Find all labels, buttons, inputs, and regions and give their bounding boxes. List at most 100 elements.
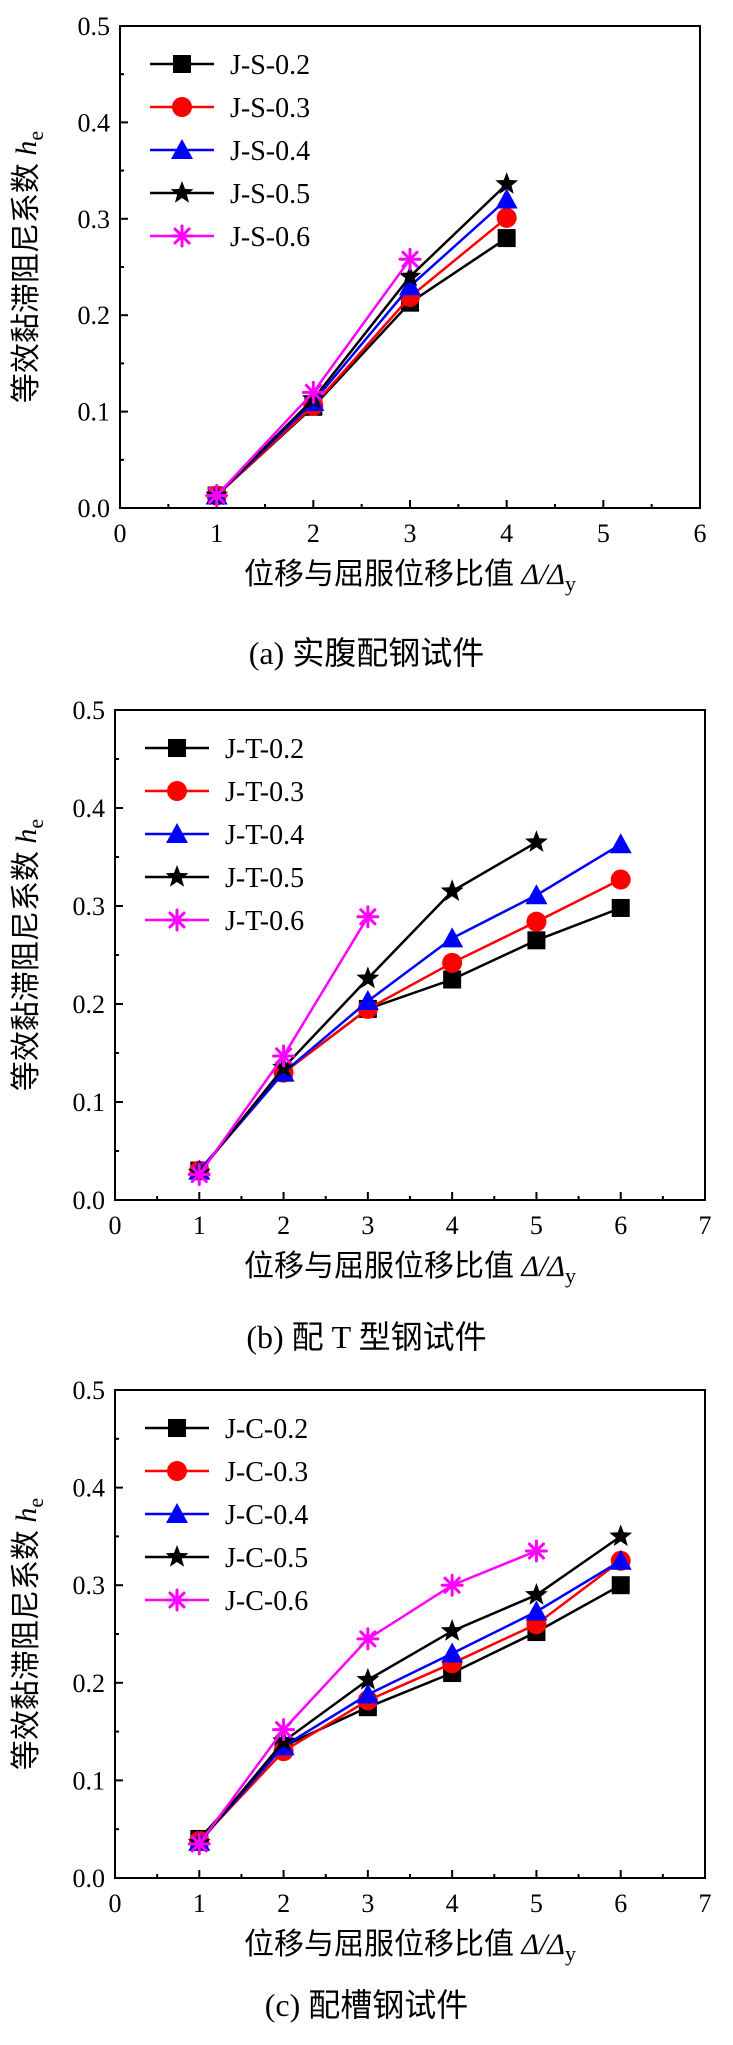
data-point [272, 1718, 296, 1742]
series-line [198, 906, 622, 1172]
legend-marker [165, 1545, 189, 1567]
legend-marker [168, 1419, 186, 1437]
data-point [525, 1600, 548, 1621]
y-tick-label: 0.5 [73, 696, 106, 725]
series-J-C-0.6 [187, 1539, 548, 1856]
legend-marker [170, 181, 194, 203]
x-tick-label: 7 [699, 1889, 712, 1918]
legend-label: J-C-0.3 [225, 1457, 308, 1488]
x-tick-label: 0 [109, 1211, 122, 1240]
y-tick-label: 0.3 [73, 1571, 106, 1600]
y-axis-label: 等效黏滞阻尼系数 he [10, 131, 48, 403]
legend-entry: J-T-0.2 [145, 734, 304, 765]
legend-entry: J-T-0.5 [145, 863, 304, 894]
series-line [215, 258, 412, 497]
legend-entry: J-S-0.6 [150, 222, 310, 253]
data-point [205, 483, 229, 507]
series-line [215, 216, 508, 497]
legend-label: J-S-0.6 [230, 222, 310, 253]
data-point [356, 990, 379, 1011]
legend-entry: J-S-0.5 [150, 179, 310, 210]
x-tick-label: 5 [530, 1889, 543, 1918]
legend-marker [172, 97, 192, 117]
data-point [441, 1642, 464, 1663]
legend-marker [168, 739, 186, 757]
y-tick-label: 0.3 [73, 892, 106, 921]
legend-label: J-C-0.5 [225, 1543, 308, 1574]
legend-label: J-C-0.4 [225, 1500, 308, 1531]
legend-entry: J-S-0.3 [150, 93, 310, 124]
x-tick-label: 1 [210, 519, 223, 548]
chart-c: 0 1 2 3 4 5 6 7 0.0 0.1 0.2 0.3 0.4 0.5 位移与屈服位移比值 Δ/Δy… [10, 1376, 712, 1966]
data-point [525, 1583, 548, 1605]
legend-entry: J-T-0.6 [145, 906, 304, 937]
x-tick-label: 3 [361, 1211, 374, 1240]
caption-c: (c) 配槽钢试件 [264, 1987, 469, 2023]
y-tick-label: 0.0 [73, 1186, 106, 1215]
data-point [440, 1573, 464, 1597]
legend-entry: J-C-0.2 [145, 1414, 308, 1445]
series-line [198, 1584, 622, 1840]
x-tick-label: 4 [446, 1889, 459, 1918]
legend-marker [173, 55, 191, 73]
legend-marker [171, 139, 193, 159]
data-point [527, 931, 546, 950]
legend-marker [167, 1461, 187, 1481]
x-tick-label: 2 [277, 1211, 290, 1240]
x-tick-label: 5 [530, 1211, 543, 1240]
legend-marker [170, 224, 194, 248]
chart-a: 0 1 2 3 4 5 6 0.0 0.1 0.2 0.3 0.4 0.5 位移与屈服位移比值 Δ/Δy 等… [10, 12, 707, 596]
data-point [611, 1576, 630, 1595]
series-J-C-0.4 [188, 1549, 632, 1851]
legend-label: J-C-0.6 [225, 1586, 308, 1617]
data-point [609, 833, 632, 854]
data-point [398, 247, 422, 271]
y-tick-label: 0.2 [73, 990, 106, 1019]
series-line [215, 237, 508, 497]
x-axis-label: 位移与屈服位移比值 Δ/Δy [244, 1250, 576, 1288]
data-point [356, 1667, 380, 1690]
x-tick-label: 3 [404, 519, 417, 548]
legend-marker [166, 823, 188, 843]
legend-marker [166, 1503, 188, 1523]
y-tick-label: 0.4 [78, 108, 111, 137]
plot-frame [114, 709, 706, 1201]
x-tick-label: 7 [699, 1211, 712, 1240]
series-line [198, 1559, 622, 1842]
x-tick-label: 0 [114, 519, 127, 548]
x-axis-label: 位移与屈服位移比值 Δ/Δy [244, 558, 576, 596]
legend-marker [167, 781, 187, 801]
legend-label: J-T-0.6 [225, 906, 304, 937]
legend-label: J-S-0.4 [230, 136, 310, 167]
data-point [526, 911, 547, 932]
legend-label: J-T-0.5 [225, 863, 304, 894]
caption-a: (a) 实腹配钢试件 [248, 635, 485, 671]
legend-label: J-T-0.2 [225, 734, 304, 765]
data-point [495, 188, 518, 209]
data-point [356, 1627, 380, 1651]
y-tick-label: 0.0 [78, 494, 111, 523]
data-point [356, 966, 380, 989]
data-point [441, 927, 464, 948]
data-point [187, 1832, 211, 1856]
x-axis-label: 位移与屈服位移比值 Δ/Δy [244, 1928, 576, 1966]
chart-panel-b: 0 1 2 3 4 5 6 7 0.0 0.1 0.2 0.3 0.4 0.5 位移与屈服位移比值 Δ/Δy… [0, 690, 733, 1370]
legend-entry: J-C-0.6 [145, 1586, 308, 1617]
y-tick-label: 0.4 [73, 794, 106, 823]
data-point [399, 275, 421, 296]
legend-label: J-S-0.3 [230, 93, 310, 124]
data-point [611, 898, 630, 917]
legend-label: J-S-0.2 [230, 50, 310, 81]
y-tick-label: 0.4 [73, 1474, 106, 1503]
x-tick-label: 4 [446, 1211, 459, 1240]
legend-label: J-T-0.3 [225, 777, 304, 808]
data-point [495, 172, 519, 194]
x-tick-label: 5 [597, 519, 610, 548]
y-tick-label: 0.0 [73, 1864, 106, 1893]
legend-marker [165, 1588, 189, 1612]
data-point [525, 884, 548, 905]
series-J-S-0.6 [205, 247, 422, 507]
y-axis-label: 等效黏滞阻尼系数 he [10, 819, 48, 1091]
y-tick-label: 0.1 [73, 1088, 106, 1117]
legend-entry: J-T-0.3 [145, 777, 304, 808]
